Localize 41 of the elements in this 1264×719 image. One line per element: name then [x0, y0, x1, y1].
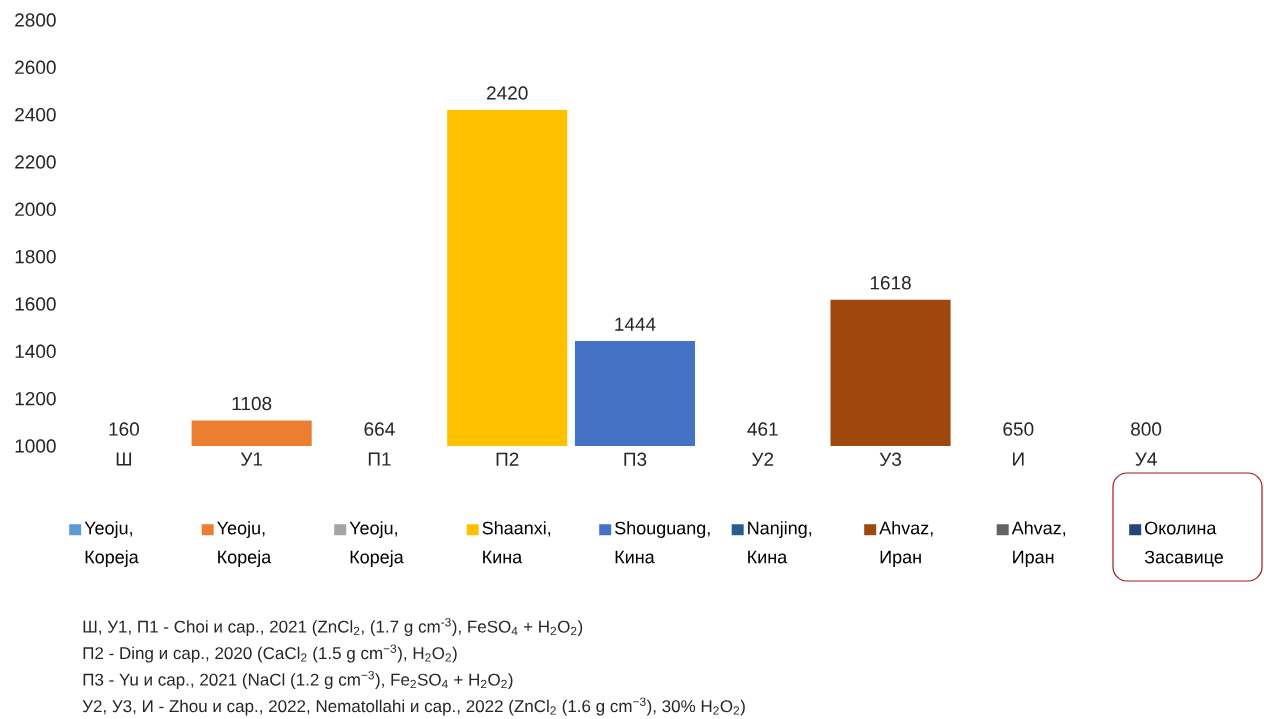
y-tick-label: 2800	[15, 13, 56, 27]
x-tick-label: И	[1013, 452, 1024, 466]
x-tick-label: У2	[751, 452, 774, 466]
legend-label: Yeoju, Кореја	[84, 521, 139, 567]
y-tick-label: 2000	[15, 202, 56, 217]
x-tick-label: П3	[624, 452, 647, 466]
legend-label: Yeoju, Кореја	[217, 521, 272, 567]
text: 664	[364, 422, 395, 436]
text: П2 - Ding и сар., 2020 (CaCl$_{2}$ (1.5 g cm$^{−3}$), H$_{2}$O$_{2}$)	[83, 644, 457, 663]
y-tick-label: 1000	[15, 439, 56, 453]
y-tick-label: 1200	[15, 391, 56, 406]
y-tick-label: 2600	[15, 60, 56, 75]
text: 160	[109, 422, 139, 436]
y-tick-label: 1800	[15, 249, 56, 264]
text: 800	[1131, 422, 1162, 436]
y-tick-label: 2400	[15, 107, 56, 122]
legend-label: Nanjing, Кина	[748, 521, 812, 564]
data-label: 2420	[487, 86, 528, 100]
data-label: 1618	[870, 276, 911, 290]
legend-label: Shouguang, Кина	[615, 521, 710, 564]
y-tick-label: 1400	[15, 344, 56, 359]
y-tick-label: 1600	[15, 297, 56, 311]
x-tick-label: П1	[368, 452, 391, 466]
x-tick-label: У3	[879, 452, 901, 466]
y-tick-label: 2200	[15, 155, 56, 169]
text: Ш, У1, П1 - Choi и сар., 2021 (ZnCl$_{2}$, (1.7 g cm$^{-3}$), FeSO$_{4}$ + H$_{2}$O$_{2}$)	[83, 617, 583, 637]
data-label: 1444	[615, 317, 656, 331]
legend-label: Ahvaz, Иран	[879, 521, 933, 567]
legend-label: Yeoju, Кореја	[349, 521, 404, 567]
text: 650	[1003, 422, 1034, 436]
x-tick-label: Ш	[116, 452, 132, 466]
legend-label: Околина Засавице	[1144, 521, 1224, 567]
text: 461	[747, 422, 778, 436]
text: У2, У3, И - Zhou и сар., 2022, Nematollahi и сар., 2022 (ZnCl$_{2}$ (1.6 g cm$^{−3}$), 30% H$_{2}$O$_{2}$)	[82, 697, 745, 716]
legend-label: Shaanxi, Кина	[482, 521, 551, 564]
x-tick-label: У1	[240, 452, 263, 466]
legend-label: Ahvaz, Иран	[1011, 521, 1066, 567]
x-tick-label: П2	[496, 452, 519, 466]
x-tick-label: У4	[1135, 452, 1157, 466]
data-label: 1108	[232, 396, 272, 411]
text: П3 - Yu и сар., 2021 (NaCl (1.2 g cm$^{−3}$), Fe$_{2}$SO$_{4}$ + H$_{2}$O$_{2}$)	[83, 670, 513, 690]
